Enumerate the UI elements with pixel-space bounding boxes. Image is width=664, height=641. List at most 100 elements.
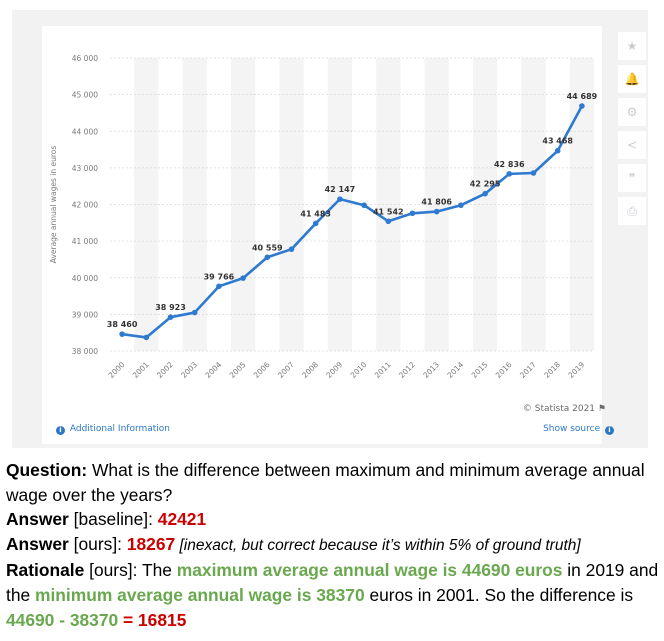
y-tick-label: 40 000 (72, 274, 98, 283)
rationale-line: Rationale [ours]: The maximum average an… (6, 558, 662, 632)
baseline-answer-line: Answer [baseline]: 42421 (6, 507, 662, 532)
x-tick-label: 2010 (349, 360, 369, 380)
rationale-label: Rationale (6, 560, 85, 581)
rationale-tag: [ours]: The (84, 560, 177, 581)
print-icon[interactable]: ⎙ (618, 197, 646, 225)
data-point (554, 147, 561, 154)
credit-text: © Statista 2021 (522, 404, 596, 414)
data-label: 43 468 (542, 137, 573, 146)
quote-icon[interactable]: ❞ (618, 164, 646, 192)
additional-information-label: Additional Information (69, 424, 171, 434)
column-band (376, 58, 401, 351)
data-point (143, 334, 150, 341)
question-line: Question: What is the difference between… (6, 458, 662, 507)
data-point (361, 202, 367, 209)
data-point (240, 275, 246, 281)
ours-note: [inexact, but correct because it’s withi… (175, 536, 581, 554)
rationale-result: = 16815 (118, 609, 187, 630)
answer-label: Answer (6, 509, 69, 530)
y-tick-label: 45 000 (72, 91, 98, 100)
x-tick-label: 2006 (252, 360, 272, 380)
gear-icon[interactable]: ⚙ (618, 98, 646, 126)
additional-information-link[interactable]: i Additional Information (54, 424, 170, 435)
data-point (530, 170, 537, 176)
data-label: 42 836 (494, 160, 525, 169)
rationale-mid1: in 2019 and the (6, 560, 659, 605)
flag-icon: ⚑ (597, 404, 606, 414)
data-point (506, 171, 513, 177)
y-tick-label: 41 000 (72, 237, 98, 246)
data-point (312, 220, 319, 227)
x-tick-label: 2003 (179, 360, 199, 380)
y-tick-label: 38 000 (72, 347, 98, 356)
ours-tag: [ours]: (68, 533, 127, 554)
show-source-label: Show source (543, 424, 601, 434)
x-tick-label: 2013 (421, 360, 441, 380)
question-text: What is the difference between maximum a… (6, 460, 645, 505)
rationale-max: maximum average annual wage is 44690 eur… (176, 560, 563, 581)
share-icon[interactable]: < (618, 131, 646, 159)
y-tick-label: 42 000 (72, 201, 98, 210)
x-tick-label: 2000 (107, 360, 127, 380)
x-tick-label: 2015 (470, 360, 490, 380)
data-label: 44 689 (567, 92, 598, 101)
x-tick-label: 2007 (276, 360, 296, 380)
info-icon: i (56, 426, 65, 435)
x-tick-label: 2001 (131, 360, 151, 380)
x-tick-label: 2018 (542, 360, 562, 380)
data-label: 38 923 (155, 303, 186, 312)
data-point (119, 331, 125, 337)
data-point (458, 202, 464, 209)
baseline-value: 42421 (157, 509, 207, 530)
chart-toolbar: ★ 🔔 ⚙ < ❞ ⎙ (618, 32, 648, 230)
column-band (473, 58, 498, 351)
question-label: Question: (6, 460, 88, 480)
x-tick-label: 2019 (566, 360, 586, 380)
chart-panel: 46 000 45 000 44 000 43 000 42 000 41 000 40 0… (42, 26, 602, 444)
info-icon: i (605, 426, 614, 435)
y-tick-label: 44 000 (72, 127, 98, 136)
y-tick-label: 43 000 (72, 164, 98, 173)
column-band (424, 58, 449, 351)
bell-icon[interactable]: 🔔 (618, 65, 646, 93)
x-tick-label: 2005 (228, 360, 248, 380)
series-line (121, 105, 584, 339)
x-tick-label: 2009 (324, 360, 344, 380)
y-axis-title: Average annual wages in euros (49, 146, 58, 264)
x-tick-label: 2012 (397, 360, 417, 380)
x-tick-label: 2017 (518, 360, 538, 380)
data-point (191, 309, 198, 316)
ours-answer-line: Answer [ours]: 18267 [inexact, but corre… (6, 532, 662, 559)
data-label: 41 542 (373, 207, 404, 216)
data-point (579, 103, 585, 109)
data-label: 38 460 (107, 320, 138, 329)
data-point (264, 254, 271, 261)
data-point (288, 246, 295, 252)
data-point (385, 218, 392, 225)
data-point (337, 196, 343, 202)
data-label: 41 806 (421, 198, 452, 207)
qa-block: Question: What is the difference between… (6, 458, 662, 632)
data-point (409, 210, 416, 217)
rationale-min: minimum average annual wage is 38370 (35, 584, 365, 605)
star-icon[interactable]: ★ (618, 32, 646, 60)
data-label: 39 766 (204, 272, 235, 281)
statista-credit: © Statista 2021 ⚑ (523, 404, 606, 414)
rationale-mid2: euros in 2001. So the difference is (364, 584, 634, 605)
column-band (521, 58, 546, 351)
data-label: 40 559 (252, 243, 283, 252)
data-point (433, 208, 440, 215)
data-point (167, 314, 174, 320)
baseline-tag: [baseline]: (68, 509, 158, 530)
rationale-expression: 44690 - 38370 (6, 609, 119, 630)
data-point (482, 190, 488, 197)
show-source-link[interactable]: Show source i (543, 424, 616, 435)
x-tick-label: 2008 (300, 360, 320, 380)
answer-label: Answer (6, 533, 69, 554)
ours-value: 18267 (126, 533, 176, 554)
y-tick-label: 46 000 (72, 54, 98, 63)
data-label: 42 147 (325, 185, 356, 194)
data-point (216, 283, 222, 290)
chart-card: 46 000 45 000 44 000 43 000 42 000 41 000 40 0… (12, 10, 648, 448)
y-tick-label: 39 000 (72, 310, 98, 319)
